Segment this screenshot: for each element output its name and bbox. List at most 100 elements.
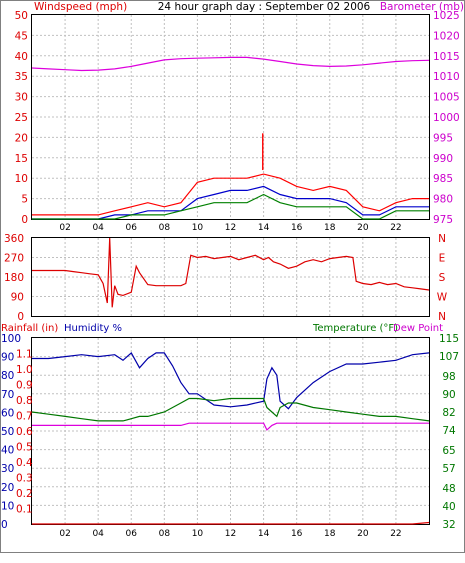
- windspeed-tick-label: 30: [15, 92, 28, 104]
- hour-tick-label: 20: [357, 223, 369, 233]
- temperature-axis-label: Temperature (°F): [312, 323, 398, 334]
- barometer-tick-label: 1025: [433, 10, 460, 22]
- hour-tick-label: 10: [192, 223, 204, 233]
- rainfall-tick-label: 0.3: [16, 473, 33, 485]
- windspeed-tick-label: 15: [15, 153, 28, 165]
- temperature-tick-label: 65: [442, 445, 455, 457]
- temperature-tick-label: 98: [442, 371, 455, 383]
- humidity-grid: [32, 338, 429, 524]
- barometer-tick-label: 1020: [433, 30, 460, 42]
- windspeed-tick-label: 20: [15, 132, 28, 144]
- humidity-tick-label: 20: [1, 482, 14, 494]
- humidity-axis-label: Humidity %: [64, 323, 122, 334]
- humidity-tick-label: 40: [1, 445, 14, 457]
- humidity-ticks: 0 10 20 30 40 50 60 70 80 90 100: [1, 333, 21, 531]
- dewpoint-axis-label: Dew Point: [393, 323, 443, 334]
- wind-x-ticks: 02 04 06 08 10 12 14 16 18 20 22: [59, 223, 401, 233]
- barometer-line: [31, 56, 430, 72]
- windspeed-tick-label: 25: [15, 112, 28, 124]
- humidity-tick-label: 30: [1, 463, 14, 475]
- compass-tick-label: N: [438, 311, 446, 323]
- rainfall-tick-label: 0.4: [16, 457, 33, 469]
- hour-tick-label: 04: [92, 529, 104, 539]
- hour-tick-label: 06: [126, 529, 138, 539]
- hour-tick-label: 22: [390, 223, 401, 233]
- barometer-tick-label: 975: [433, 214, 453, 226]
- windspeed-tick-label: 40: [15, 51, 28, 63]
- wind_gust-line: [32, 173, 429, 216]
- degree-tick-label: 90: [11, 292, 24, 304]
- hour-tick-label: 12: [225, 529, 236, 539]
- hour-tick-label: 16: [291, 529, 303, 539]
- direction-line: [32, 237, 430, 308]
- humidity-tick-label: 80: [1, 370, 14, 382]
- hour-tick-label: 22: [390, 529, 401, 539]
- hour-tick-label: 12: [225, 223, 236, 233]
- degree-tick-label: 270: [4, 253, 24, 265]
- temperature-tick-label: 32: [442, 519, 455, 531]
- rainfall-tick-label: 0.7: [16, 411, 33, 423]
- temperature-ticks: 32 40 48 57 65 74 82 90 98 107 115: [439, 333, 459, 531]
- humidity-x-ticks: 02 04 06 08 10 12 14 16 18 20 22: [59, 529, 401, 539]
- humidity-tick-label: 0: [1, 519, 8, 531]
- barometer-tick-label: 985: [433, 173, 453, 185]
- compass-tick-label: E: [439, 253, 446, 265]
- temperature-tick-label: 107: [439, 351, 459, 363]
- temperature-tick-label: 40: [442, 501, 455, 513]
- rainfall-tick-label: 0.9: [16, 380, 33, 392]
- hour-tick-label: 18: [324, 529, 336, 539]
- wind_speed-line: [32, 193, 429, 220]
- hour-tick-label: 16: [291, 223, 303, 233]
- degree-tick-label: 180: [4, 272, 24, 284]
- humidity-tick-label: 100: [1, 333, 21, 345]
- temperature-tick-label: 82: [442, 407, 455, 419]
- compass-tick-label: W: [437, 292, 448, 304]
- rainfall-tick-label: 0.6: [16, 426, 33, 438]
- barometer-tick-label: 1000: [433, 112, 460, 124]
- hour-tick-label: 04: [92, 223, 104, 233]
- compass-tick-label: S: [439, 272, 446, 284]
- humidity-tick-label: 50: [1, 426, 14, 438]
- humidity-line: [32, 351, 430, 410]
- barometer-tick-label: 1010: [433, 71, 460, 83]
- windspeed-ticks: 0 5 10 15 20 25 30 35 40 45 50: [15, 10, 28, 226]
- humidity-temperature-panel: 0.1 0.2 0.3 0.4 0.5 0.6 0.7 0.8 0.9 1.0 1.1 0 10 20 3…: [1, 333, 459, 539]
- temperature-tick-label: 115: [439, 333, 459, 345]
- rainfall-axis-label: Rainfall (in): [1, 323, 58, 334]
- rainfall-tick-label: 0.8: [16, 395, 33, 407]
- rainfall-ticks: 0.1 0.2 0.3 0.4 0.5 0.6 0.7 0.8 0.9 1.0 1.1: [16, 349, 33, 516]
- barometer-tick-label: 1015: [433, 51, 460, 63]
- humidity-tick-label: 60: [1, 407, 14, 419]
- windspeed-tick-label: 0: [21, 214, 28, 226]
- windspeed-tick-label: 45: [15, 30, 28, 42]
- humidity-tick-label: 70: [1, 389, 14, 401]
- humidity-temperature-series: [31, 351, 430, 525]
- rainfall-tick-label: 1.1: [16, 349, 33, 361]
- hour-tick-label: 08: [159, 223, 171, 233]
- temperature-tick-label: 90: [442, 389, 455, 401]
- rainfall-tick-label: 1.0: [16, 364, 33, 376]
- hour-tick-label: 06: [126, 223, 138, 233]
- temperature-tick-label: 74: [442, 425, 456, 437]
- compass-tick-label: N: [438, 233, 446, 245]
- direction-series: [32, 237, 430, 308]
- direction-grid: [32, 238, 429, 316]
- humidity-tick-label: 90: [1, 352, 14, 364]
- temperature-tick-label: 48: [442, 483, 455, 495]
- degree-tick-label: 360: [4, 233, 24, 245]
- barometer-tick-label: 990: [433, 153, 453, 165]
- direction-panel-border: [31, 237, 430, 317]
- barometer-ticks: 975 980 985 990 995 1000 1005 1010 1015 1020 1025: [433, 10, 460, 226]
- barometer-tick-label: 980: [433, 194, 453, 206]
- windspeed-tick-label: 35: [15, 71, 28, 83]
- rainfall-tick-label: 0.2: [16, 488, 33, 500]
- wind-grid: [32, 15, 429, 219]
- rainfall-line: [32, 521, 430, 525]
- hour-tick-label: 20: [357, 529, 369, 539]
- degree-ticks: 0 90 180 270 360: [4, 233, 24, 323]
- hour-tick-label: 10: [192, 529, 204, 539]
